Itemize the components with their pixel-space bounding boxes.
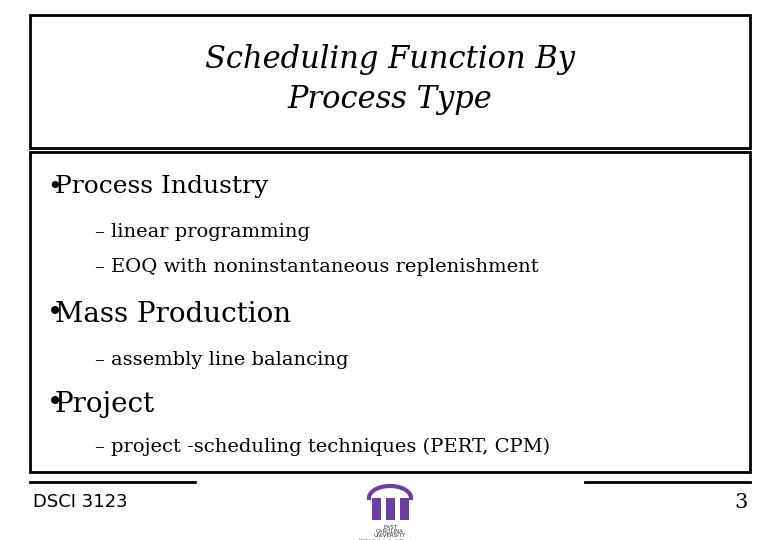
Text: UNIVERSITY: UNIVERSITY [374, 533, 406, 538]
FancyBboxPatch shape [30, 152, 750, 472]
Text: Mass Production: Mass Production [55, 300, 291, 327]
Text: ECU School of Business: ECU School of Business [356, 539, 424, 540]
Text: – linear programming: – linear programming [95, 223, 310, 241]
Text: EAST: EAST [383, 525, 397, 530]
Text: •: • [47, 300, 63, 327]
Text: – project -scheduling techniques (PERT, CPM): – project -scheduling techniques (PERT, … [95, 438, 550, 456]
Text: – assembly line balancing: – assembly line balancing [95, 351, 349, 369]
Text: •: • [47, 390, 63, 417]
Bar [385, 498, 395, 520]
Text: DSCI 3123: DSCI 3123 [33, 493, 128, 511]
Text: – EOQ with noninstantaneous replenishment: – EOQ with noninstantaneous replenishmen… [95, 258, 539, 276]
Text: •: • [47, 176, 62, 199]
Text: CAROLINA: CAROLINA [376, 529, 404, 534]
Bar [371, 498, 381, 520]
Text: Scheduling Function By: Scheduling Function By [205, 44, 575, 75]
FancyBboxPatch shape [30, 15, 750, 148]
Text: Project: Project [55, 390, 155, 417]
Text: 3: 3 [735, 492, 748, 511]
Bar [399, 498, 409, 520]
Text: Process Type: Process Type [288, 84, 492, 115]
Text: Process Industry: Process Industry [55, 176, 268, 199]
